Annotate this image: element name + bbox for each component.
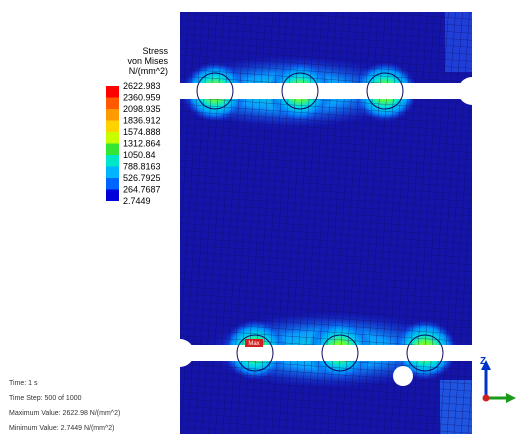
legend-swatch [106,132,119,144]
legend-title: N/(mm^2) [129,66,168,76]
info-line: Maximum Value: 2622.98 N/(mm^2) [9,410,120,417]
max-label: Max [248,341,259,347]
info-line: Minimum Value: 2.7449 N/(mm^2) [9,425,114,432]
info-line: Time: 1 s [9,380,38,387]
page: {"legend": {"title": ["Stress", "von Mis… [0,0,520,434]
legend-title: Stress [142,46,168,56]
legend-title: von Mises [127,56,168,66]
legend-label: 1836.912 [123,116,161,126]
legend-swatch [106,109,119,121]
legend-swatch [106,144,119,156]
axis-z: Z [480,356,486,367]
legend-swatch [106,155,119,167]
legend-swatch [106,190,119,202]
legend-label: 1574.888 [123,127,161,137]
legend-label: 264.7687 [123,185,161,195]
legend-label: 2.7449 [123,196,151,206]
legend-label: 526.7925 [123,173,161,183]
legend-label: 1050.84 [123,150,156,160]
legend-label: 2360.959 [123,93,161,103]
legend-label: 2622.983 [123,81,161,91]
triad: Z [480,356,516,403]
info-line: Time Step: 500 of 1000 [9,395,82,402]
legend-swatch [106,167,119,179]
hole [393,366,413,386]
viewport: Max Stressvon MisesN/(mm^2) 2622.983 2360.… [0,0,520,434]
legend-swatch [106,98,119,110]
info-panel: Time: 1 s Time Step: 500 of 1000 Maximum V… [9,380,120,432]
legend-label: 1312.864 [123,139,161,149]
legend-swatch [106,121,119,133]
legend-label: 2098.935 [123,104,161,114]
legend-swatch [106,178,119,190]
legend-label: 788.8163 [123,162,161,172]
legend-swatch [106,86,119,98]
model [166,12,486,434]
